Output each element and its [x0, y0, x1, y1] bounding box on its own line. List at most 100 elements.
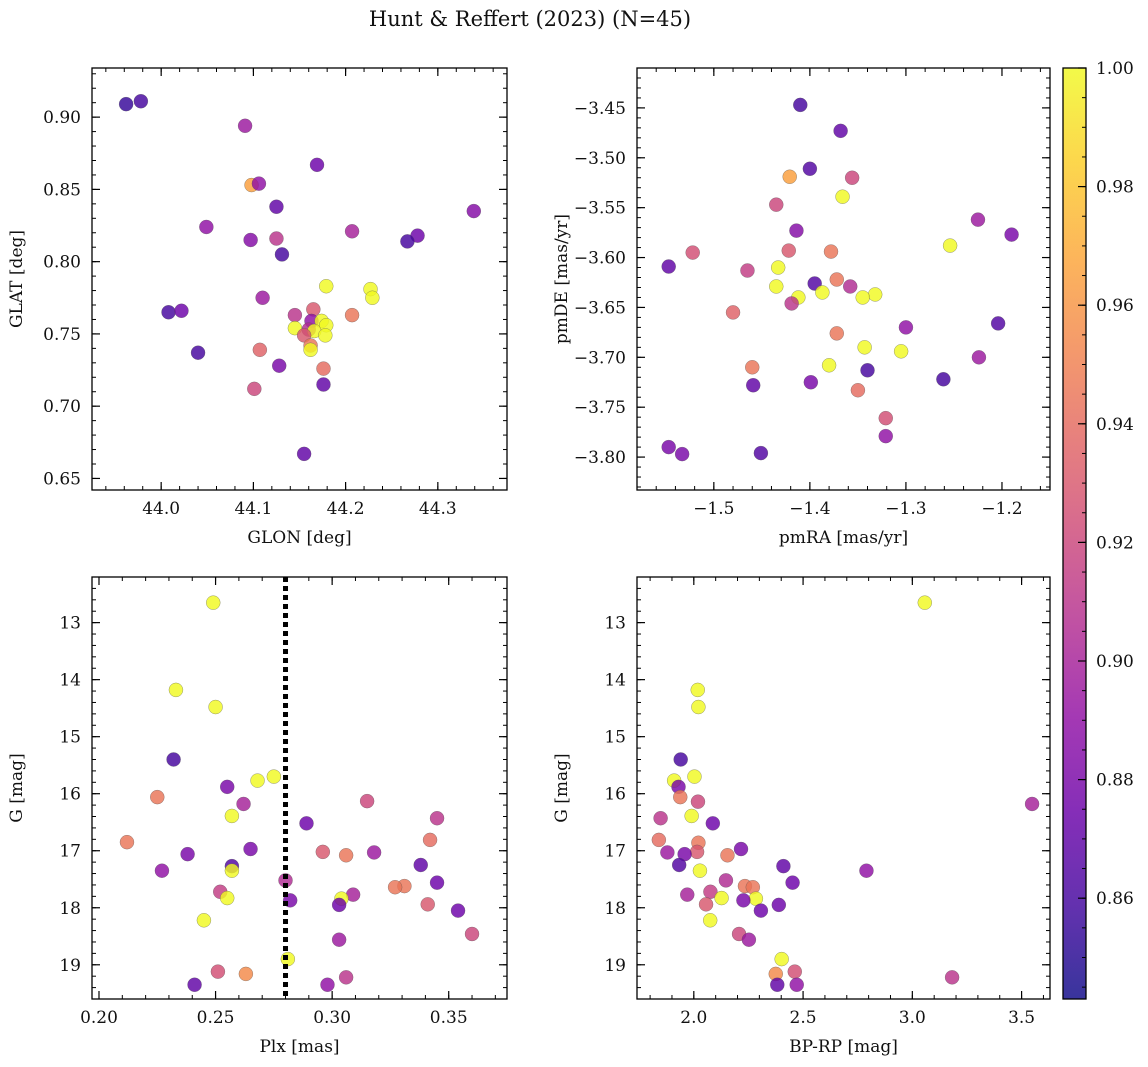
data-point: [296, 446, 312, 462]
data-point: [736, 893, 751, 908]
data-point: [774, 951, 789, 967]
data-point: [740, 263, 755, 278]
data-point: [271, 358, 287, 373]
y-tick-label: 15: [59, 728, 81, 748]
data-point: [802, 161, 818, 177]
y-tick-label: 16: [604, 785, 626, 805]
data-point: [318, 278, 334, 294]
data-point: [867, 287, 883, 302]
x-tick-label: 2.0: [680, 1008, 707, 1028]
colorbar-tick-label: 1.00: [1096, 59, 1134, 79]
y-tick-label: −3.70: [574, 348, 626, 368]
data-point: [653, 810, 668, 826]
axes-frame: [91, 576, 508, 1000]
panels: 44.0 44.1 44.2 44.3 0.65 0.70 0.75 0.80 0.85 0.90…: [7, 67, 1051, 1057]
data-point: [251, 176, 267, 191]
data-point: [190, 345, 206, 360]
y-axis-label: G [mag]: [7, 753, 27, 822]
colorbar-gradient: [1062, 67, 1087, 1000]
colorbar-tick-label: 0.86: [1096, 889, 1134, 909]
data-point: [769, 279, 784, 294]
data-point: [769, 197, 784, 212]
data-point: [680, 887, 695, 902]
data-point: [733, 841, 749, 857]
y-axis-label: GLAT [deg]: [7, 230, 27, 328]
panel-glon-glat: 44.0 44.1 44.2 44.3 0.65 0.70 0.75 0.80 0.85 0.90…: [7, 67, 508, 548]
ticks-pmra-pmde: −1.5 −1.4 −1.3 −1.2 −3.80 −3.75 −3.70 −3.65 −3.6…: [574, 67, 1050, 519]
y-tick-label: −3.55: [574, 199, 626, 219]
data-point: [835, 189, 850, 204]
y-tick-label: −3.60: [574, 249, 626, 269]
data-point: [210, 964, 226, 979]
x-axis-label: GLON [deg]: [247, 528, 351, 548]
panel-bprp-g: 2.0 2.5 3.0 3.5 13 14 15 16 17 18 19 BP-RP [mag] G […: [552, 576, 1051, 1057]
data-point: [174, 303, 189, 319]
data-point: [344, 224, 360, 239]
data-point: [917, 595, 933, 610]
x-axis-label: BP-RP [mag]: [789, 1037, 898, 1057]
panel-plx-g: 0.20 0.25 0.30 0.35 13 14 15 16 17 18 19 Plx [mas] G…: [7, 576, 508, 1057]
data-point: [413, 857, 428, 873]
data-point: [315, 844, 331, 860]
x-tick-label: −1.2: [981, 499, 1022, 519]
data-point: [815, 285, 830, 300]
data-point: [1024, 796, 1040, 812]
points-bprp-g: [651, 595, 1040, 992]
x-tick-label: 44.0: [142, 499, 180, 519]
x-tick-label: 0.30: [313, 1008, 351, 1028]
points-plx-g: [119, 595, 480, 992]
data-point: [466, 203, 482, 219]
y-axis-label: pmDE [mas/yr]: [552, 214, 572, 344]
data-point: [671, 857, 687, 873]
data-point: [243, 232, 258, 248]
data-point: [338, 970, 354, 985]
data-point: [331, 897, 347, 913]
data-point: [238, 966, 254, 982]
data-point: [180, 846, 195, 862]
data-point: [344, 307, 360, 323]
data-point: [331, 932, 347, 947]
y-tick-label: 0.65: [43, 469, 81, 489]
data-point: [309, 157, 325, 173]
y-tick-label: 19: [59, 956, 81, 976]
data-point: [776, 858, 791, 874]
data-point: [692, 863, 708, 878]
x-tick-label: 3.0: [899, 1008, 926, 1028]
data-point: [274, 247, 290, 262]
data-point: [860, 363, 875, 378]
data-point: [224, 808, 240, 824]
data-point: [821, 358, 837, 373]
data-point: [243, 841, 258, 857]
data-point: [789, 977, 804, 992]
data-point: [690, 682, 705, 698]
data-point: [661, 439, 676, 455]
data-point: [785, 875, 800, 890]
x-tick-label: 0.25: [197, 1008, 235, 1028]
data-point: [237, 118, 253, 134]
data-point: [850, 382, 866, 398]
data-point: [464, 926, 480, 942]
x-tick-label: −1.4: [789, 499, 830, 519]
data-point: [338, 848, 354, 863]
y-tick-label: 0.70: [43, 397, 81, 417]
data-point: [420, 897, 435, 912]
data-point: [154, 863, 170, 878]
data-point: [898, 320, 914, 335]
data-point: [745, 360, 760, 375]
ticks-glon-glat: 44.0 44.1 44.2 44.3 0.65 0.70 0.75 0.80 0.85 0.90: [43, 68, 507, 519]
x-tick-label: 3.5: [1008, 1008, 1035, 1028]
data-point: [687, 769, 702, 784]
x-tick-label: 0.20: [80, 1008, 118, 1028]
y-tick-label: −3.75: [574, 398, 626, 418]
data-point: [269, 231, 284, 246]
x-axis-label: Plx [mas]: [259, 1037, 339, 1057]
data-point: [971, 350, 987, 365]
data-point: [745, 377, 761, 393]
points-glon-glat: [118, 93, 482, 462]
x-tick-label: 44.2: [327, 499, 365, 519]
x-tick-label: −1.5: [693, 499, 734, 519]
axes-frame: [636, 576, 1051, 1000]
colorbar-tick-label: 0.98: [1096, 178, 1134, 198]
points-pmra-pmde: [661, 97, 1019, 462]
data-point: [893, 344, 909, 359]
